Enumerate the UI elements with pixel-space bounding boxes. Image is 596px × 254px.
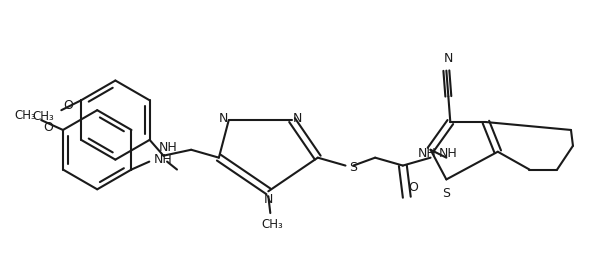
Text: O: O [43, 121, 53, 134]
Text: N: N [443, 52, 453, 65]
Text: CH₃: CH₃ [14, 109, 36, 122]
Text: O: O [63, 99, 73, 112]
Text: CH₃: CH₃ [262, 218, 283, 231]
Text: NH: NH [418, 147, 436, 160]
Text: S: S [349, 161, 358, 174]
Text: N: N [263, 193, 273, 206]
Text: O: O [408, 181, 418, 194]
Text: NH: NH [154, 153, 173, 166]
Text: N: N [219, 112, 228, 125]
Text: S: S [442, 187, 451, 200]
Text: NH: NH [439, 147, 457, 160]
Text: NH: NH [159, 141, 178, 154]
Text: CH₃: CH₃ [33, 110, 54, 123]
Text: N: N [292, 112, 302, 125]
